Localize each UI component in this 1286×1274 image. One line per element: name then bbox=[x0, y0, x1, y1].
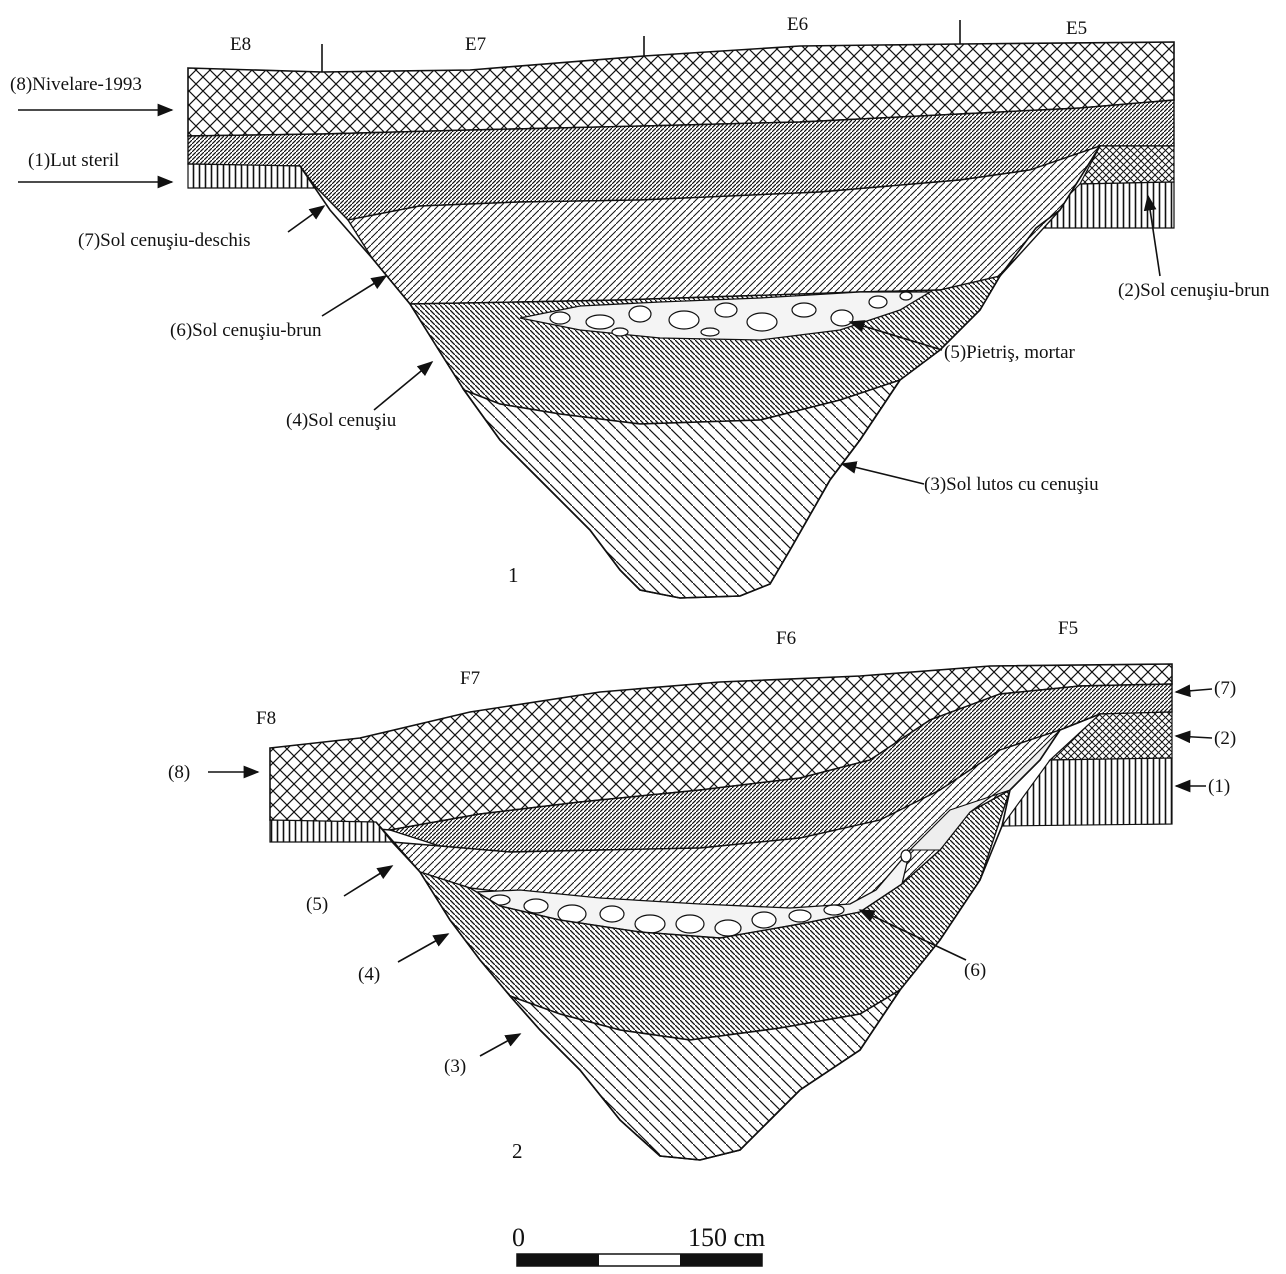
layer-1-left bbox=[269, 819, 394, 843]
grid-label: F8 bbox=[256, 708, 276, 729]
label-level-7: (7) bbox=[1214, 678, 1236, 699]
grid-label: F6 bbox=[776, 628, 796, 649]
layer-1-right bbox=[1000, 757, 1173, 827]
label-level-2: (2)Sol cenuşiu-brun bbox=[1118, 280, 1270, 301]
label-level-1: (1)Lut steril bbox=[28, 150, 119, 171]
label-level-6: (6)Sol cenuşiu-brun bbox=[170, 320, 322, 341]
profile-2: F8 F7 F6 F5 (8) (7) (2) (1) (5) (4) (6) … bbox=[168, 618, 1236, 1163]
grid-label: F7 bbox=[460, 668, 480, 689]
grid-label: E6 bbox=[787, 14, 808, 35]
grid-label: E5 bbox=[1066, 18, 1087, 39]
label-level-3: (3)Sol lutos cu cenuşiu bbox=[924, 474, 1099, 495]
label-level-4: (4) bbox=[358, 964, 380, 985]
layer-1-left bbox=[187, 163, 317, 189]
profile-1: E8 E7 E6 E5 (8)Nivelare-1993 (1)Lut ster… bbox=[10, 14, 1270, 599]
label-level-8: (8)Nivelare-1993 bbox=[10, 74, 142, 95]
gravel-stones bbox=[549, 291, 913, 337]
grid-label: F5 bbox=[1058, 618, 1078, 639]
profile-number: 2 bbox=[512, 1139, 523, 1163]
grid-label: E8 bbox=[230, 34, 251, 55]
scale-bar: 0 150 cm bbox=[512, 1223, 765, 1267]
scale-end-label: 150 cm bbox=[688, 1223, 765, 1252]
label-level-3: (3) bbox=[444, 1056, 466, 1077]
label-level-5: (5)Pietriş, mortar bbox=[944, 342, 1076, 363]
label-level-7: (7)Sol cenuşiu-deschis bbox=[78, 230, 251, 251]
scale-start-label: 0 bbox=[512, 1223, 525, 1252]
grid-label: E7 bbox=[465, 34, 486, 55]
label-level-1: (1) bbox=[1208, 776, 1230, 797]
profile-number: 1 bbox=[508, 563, 519, 587]
label-level-5: (5) bbox=[306, 894, 328, 915]
label-level-2: (2) bbox=[1214, 728, 1236, 749]
label-level-8: (8) bbox=[168, 762, 190, 783]
label-level-6: (6) bbox=[964, 960, 986, 981]
label-level-4: (4)Sol cenuşiu bbox=[286, 410, 397, 431]
